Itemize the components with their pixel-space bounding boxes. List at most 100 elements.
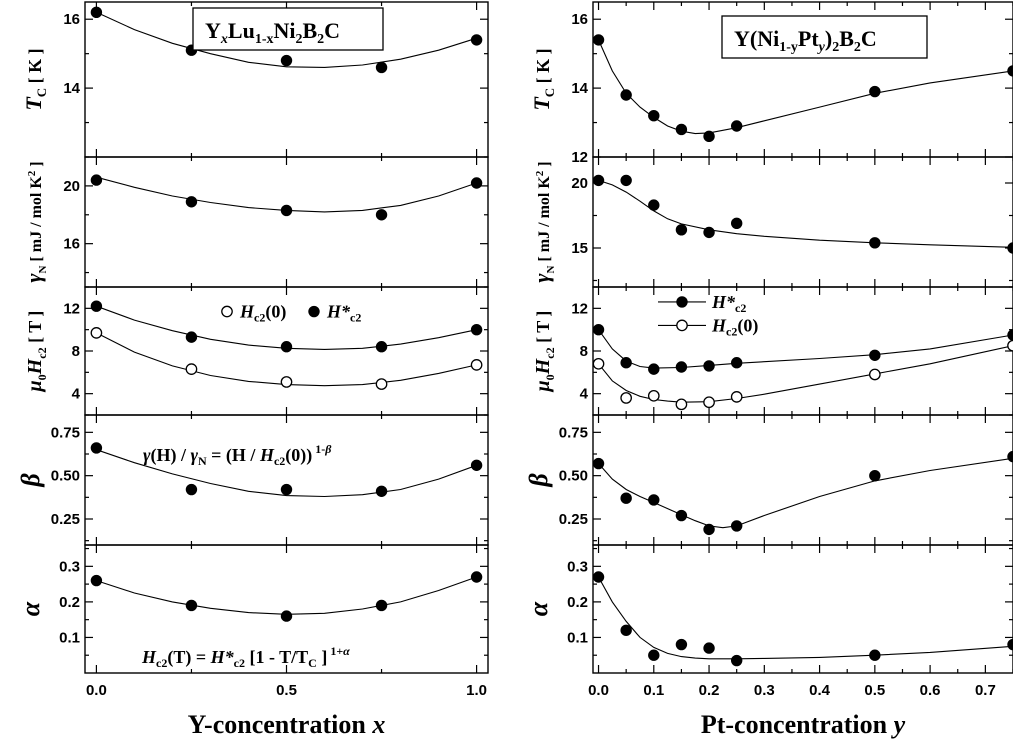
annotation-beta-formula: γ(H) / γN = (H / Hc2(0)) 1-β [143, 442, 332, 468]
data-point [675, 361, 688, 373]
y-tick-label: 8 [72, 343, 80, 360]
y-tick-label: 0.50 [51, 468, 80, 485]
panel-frame [84, 156, 489, 288]
data-point [185, 331, 198, 343]
y-tick-label: 12 [571, 149, 588, 166]
data-point [869, 469, 881, 482]
data-point [648, 649, 660, 661]
data-point [375, 209, 388, 221]
data-point [375, 378, 388, 390]
data-point [730, 120, 743, 132]
fit-curve [96, 449, 477, 498]
legend-label: Hc2(0) [711, 315, 758, 338]
data-point [675, 638, 688, 651]
legend-marker [676, 296, 688, 308]
y-tick-label: 20 [571, 175, 588, 192]
data-point [592, 323, 605, 336]
data-point [648, 199, 660, 211]
data-point [675, 224, 688, 236]
data-point [730, 391, 743, 403]
data-point [90, 327, 103, 339]
data-point [869, 649, 881, 661]
data-point [375, 61, 388, 74]
data-point [868, 368, 881, 381]
data-point [1007, 65, 1013, 77]
panel-frame [592, 156, 1013, 288]
panel-2: 4 8 12 μ0Hc2 [ T ] Hc2(0) H*c2 [24, 286, 489, 416]
y-axis-label: μ0Hc2 [ T ] [24, 311, 49, 393]
data-point [470, 359, 483, 371]
data-point [375, 341, 388, 353]
data-point [675, 509, 688, 522]
x-tick-label: 0.4 [809, 682, 831, 699]
panel-3: 0.25 0.50 0.75 β γ(H) / γN = (H / Hc2(0)) 1-… [16, 414, 489, 546]
x-tick-label: 1.0 [466, 682, 487, 699]
y-axis-label: TC [ K ] [529, 48, 557, 110]
panel-3: 0.25 0.50 0.75 β [524, 414, 1013, 546]
data-point [620, 174, 632, 187]
y-tick-label: 16 [63, 236, 80, 253]
legend: Hc2(0) H*c2 [221, 302, 361, 325]
y-tick-label: 4 [580, 386, 589, 403]
chart-title: YxLu1-xNi2B2C [205, 18, 340, 47]
data-point [90, 174, 103, 186]
y-tick-label: 16 [63, 11, 80, 28]
y-tick-label: 4 [72, 386, 81, 403]
data-point [470, 459, 483, 471]
data-point [375, 485, 388, 497]
panel-frame [592, 544, 1013, 674]
annotation-alpha-formula: Hc2(T) = H*c2 [1 - T/TC ] 1+α [141, 644, 350, 670]
data-point [620, 357, 632, 369]
data-point [648, 363, 660, 375]
y-tick-label: 0.75 [559, 424, 588, 441]
y-axis-label: β [524, 473, 553, 488]
panel-4: 0.1 0.2 0.3 α Hc2(T) = H*c2 [1 - T/TC ] 1+α [16, 544, 489, 674]
data-point [648, 494, 660, 506]
fit-curve [598, 329, 1013, 369]
data-point [620, 492, 632, 504]
data-point [470, 571, 483, 583]
x-tick-label: 0.5 [864, 682, 885, 699]
legend-label: H*c2 [326, 302, 361, 325]
legend-marker [308, 305, 320, 318]
title-box [721, 15, 928, 59]
data-point [620, 89, 632, 101]
y-axis-label: β [16, 473, 45, 488]
x-tick-label: 0.1 [643, 682, 664, 699]
x-tick-label: 0.5 [276, 682, 297, 699]
data-point [280, 54, 293, 67]
panel-1: 16 20 γN [ mJ / mol K2 ] [21, 156, 489, 288]
y-tick-label: 0.2 [567, 594, 588, 611]
data-point [703, 130, 715, 143]
data-point [703, 226, 715, 239]
data-point [280, 610, 293, 622]
data-point [620, 624, 632, 637]
data-point [90, 442, 103, 454]
chart-title: Y(Ni1-yPty)2B2C [734, 26, 877, 55]
x-axis-label: Pt-concentration y [701, 710, 906, 739]
chart-right: 12 14 16 TC [ K ] 15 20 γN [ mJ / mol K2 ] 4 8 12… [524, 1, 1013, 739]
y-tick-label: 0.75 [51, 424, 80, 441]
data-point [592, 34, 605, 46]
x-tick-label: 0.0 [86, 682, 107, 699]
data-point [470, 177, 483, 189]
data-point [869, 349, 881, 361]
x-tick-label: 0.2 [699, 682, 720, 699]
y-tick-label: 15 [571, 240, 588, 257]
data-point [648, 109, 660, 122]
data-point [703, 360, 715, 372]
y-tick-label: 20 [63, 178, 80, 195]
panel-frame [84, 414, 489, 546]
fit-curve [96, 11, 477, 68]
fit-curve [96, 576, 477, 615]
data-point [375, 599, 388, 612]
y-tick-label: 0.1 [567, 629, 588, 646]
data-point [675, 398, 688, 411]
data-point [185, 363, 198, 375]
data-point [730, 654, 743, 667]
y-tick-label: 12 [571, 300, 588, 317]
data-point [592, 174, 605, 187]
